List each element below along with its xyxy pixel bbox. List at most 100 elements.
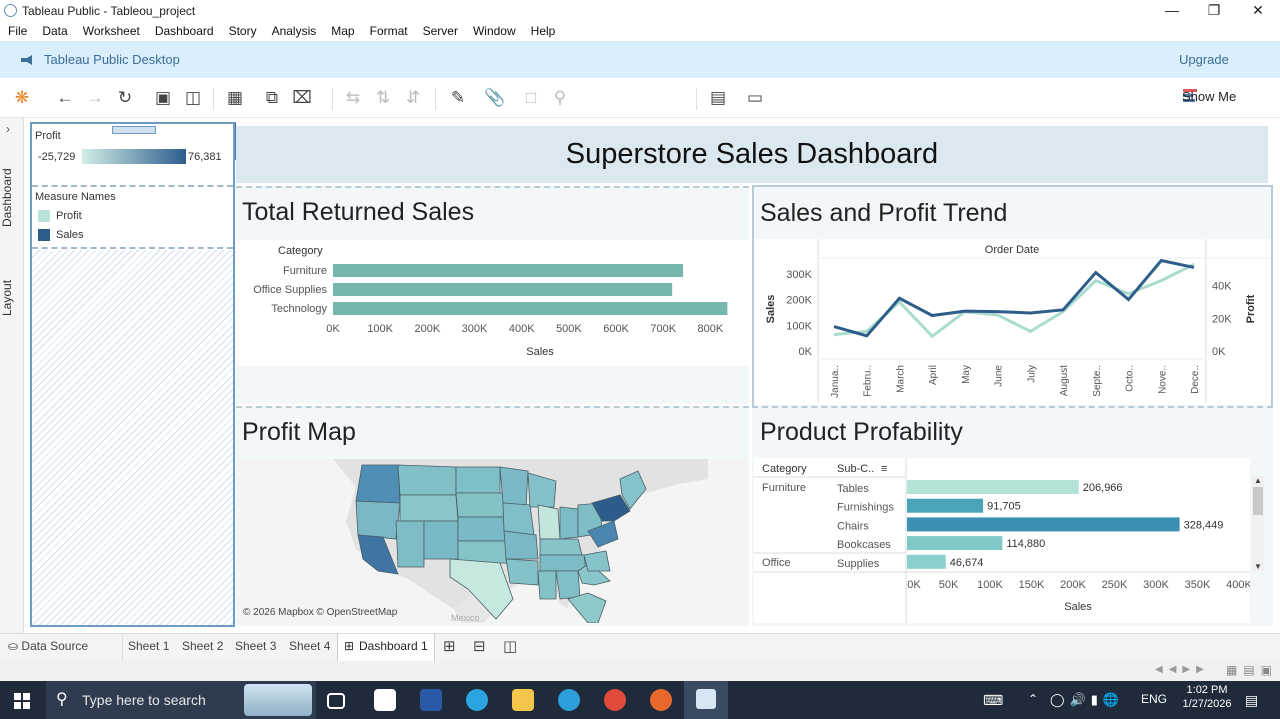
measure-names-title: Measure Names <box>35 191 116 203</box>
menu-data[interactable]: Data <box>42 24 68 38</box>
clear-sheet-icon[interactable]: ⌧ <box>292 88 312 107</box>
group-icon[interactable]: 📎 <box>484 88 506 107</box>
taskbar-search[interactable]: ⚲ Type here to search <box>46 681 316 719</box>
scrollbar[interactable]: ▲ ▼ <box>1252 476 1264 571</box>
profit-series-line <box>833 262 1195 339</box>
language-indicator[interactable]: ENG <box>1141 692 1168 706</box>
telegram-app-icon[interactable] <box>466 689 488 711</box>
x-tick-label: 400K <box>1226 579 1250 591</box>
task-view-icon[interactable] <box>327 693 345 709</box>
new-story-icon[interactable]: ◫ <box>503 638 518 655</box>
new-dashboard-icon[interactable]: ⊟ <box>473 638 486 655</box>
x-tick-label: April <box>928 365 939 385</box>
new-datasource-icon[interactable]: ◫ <box>184 88 202 107</box>
menu-window[interactable]: Window <box>472 24 516 38</box>
menu-file[interactable]: File <box>8 24 28 38</box>
menu-server[interactable]: Server <box>422 24 458 38</box>
chrome-browser-icon[interactable] <box>604 689 626 711</box>
subcategory-label: Chairs <box>837 520 869 532</box>
undo-icon[interactable]: ← <box>56 88 74 107</box>
profit-legend-title: Profit <box>35 130 61 142</box>
y-axis-label: Sales <box>765 295 777 324</box>
product-profit-chart[interactable]: Category Sub-C.. ≡ Furniture Tables 206,966 Fu… <box>754 458 1250 623</box>
view-mode-icons[interactable]: ▦▤▣ <box>1226 663 1279 677</box>
profit-map[interactable]: Mexico © 2026 Mapbox © OpenStreetMap <box>238 459 747 623</box>
category-label: Technology <box>271 303 327 315</box>
expand-panel-icon[interactable]: › <box>6 122 10 136</box>
keyboard-icon[interactable]: ⌨ <box>983 692 1004 708</box>
sort-descending-icon[interactable]: ⇵ <box>405 88 421 107</box>
clock[interactable]: 1:02 PM 1/27/2026 <box>1176 684 1238 710</box>
search-highlight-image <box>244 684 312 716</box>
save-icon[interactable]: ▣ <box>154 88 172 107</box>
subcategory-label: Supplies <box>837 558 880 570</box>
y-tick-label: 100K <box>786 320 812 332</box>
tableau-taskbar-icon <box>696 689 716 709</box>
duplicate-sheet-icon[interactable]: ⧉ <box>265 88 279 107</box>
tableau-taskbar-item[interactable] <box>684 681 728 719</box>
menu-story[interactable]: Story <box>228 24 257 38</box>
menu-map[interactable]: Map <box>331 24 355 38</box>
replay-icon[interactable]: ↻ <box>117 88 133 107</box>
sort-ascending-icon[interactable]: ⇅ <box>375 88 391 107</box>
upgrade-link[interactable]: Upgrade <box>1179 52 1229 67</box>
show-hidden-icons[interactable]: ⌃ <box>1028 692 1039 706</box>
new-worksheet-icon[interactable]: ▦ <box>226 88 244 107</box>
sheet-tab-2[interactable]: Sheet 2 <box>182 639 224 653</box>
category-label: Furniture <box>283 265 327 277</box>
system-tray-icons[interactable]: ◯🔊▮🌐 <box>1050 692 1125 707</box>
data-label: 46,674 <box>950 557 984 569</box>
tableau-logo-icon[interactable]: ❋ <box>14 88 30 107</box>
bar <box>333 264 684 277</box>
menu-worksheet[interactable]: Worksheet <box>82 24 140 38</box>
sheet-tabs-bar: ⛀ Data Source Sheet 1 Sheet 2 Sheet 3 Sh… <box>0 633 1280 662</box>
map-label-mexico: Mexico <box>451 613 480 623</box>
menu-dashboard[interactable]: Dashboard <box>154 24 214 38</box>
notifications-icon[interactable]: ▤ <box>1245 692 1259 708</box>
firefox-browser-icon[interactable] <box>650 689 672 711</box>
new-sheet-icon[interactable]: ⊞ <box>443 638 456 655</box>
presentation-mode-icon[interactable]: ▭ <box>746 88 764 107</box>
sheet-tab-1[interactable]: Sheet 1 <box>128 639 170 653</box>
swap-icon[interactable]: ⇆ <box>345 88 361 107</box>
tab-dashboard[interactable]: Dashboard <box>0 168 14 228</box>
drag-handle[interactable] <box>112 126 156 134</box>
returned-sales-chart[interactable]: Category Furniture Office Supplies Technolo… <box>236 240 749 366</box>
y2-tick-label: 40K <box>1212 281 1232 293</box>
sheet-tab-3[interactable]: Sheet 3 <box>235 639 277 653</box>
subcategory-label: Tables <box>837 483 869 495</box>
trend-chart[interactable]: Order Date Sales Profit 0K 100K 200K 300K 0K 20K… <box>754 239 1271 405</box>
file-explorer-icon[interactable] <box>512 689 534 711</box>
show-me-button[interactable]: Show Me <box>1182 89 1237 104</box>
tab-layout[interactable]: Layout <box>0 279 14 317</box>
search-icon: ⚲ <box>56 691 68 708</box>
restore-button[interactable]: ❐ <box>1207 2 1221 18</box>
menu-format[interactable]: Format <box>369 24 408 38</box>
menu-help[interactable]: Help <box>530 24 556 38</box>
minimize-button[interactable]: — <box>1165 2 1179 18</box>
show-cards-icon[interactable]: ▤ <box>709 88 727 107</box>
bar <box>907 480 1079 494</box>
dashboard-1-tab[interactable]: ⊞ Dashboard 1 <box>337 634 435 661</box>
redo-icon[interactable]: → <box>86 88 104 107</box>
highlight-icon[interactable]: ✎ <box>450 88 466 107</box>
x-tick-label: 800K <box>698 323 724 335</box>
windows-start-icon[interactable] <box>14 693 30 709</box>
sheet-navigation-icons[interactable]: ◀◀▶▶ <box>1155 664 1210 675</box>
x-tick-label: 500K <box>556 323 582 335</box>
close-window-button[interactable]: ✕ <box>1252 2 1264 18</box>
pin-icon[interactable]: ⚲ <box>553 88 567 107</box>
labels-icon[interactable]: □ <box>525 88 537 107</box>
legend-item-profit[interactable]: Profit <box>56 210 82 222</box>
x-tick-label: 0K <box>326 323 340 335</box>
edge-browser-icon[interactable] <box>558 689 580 711</box>
notepad-app-icon[interactable] <box>374 689 396 711</box>
dashboard-title: Superstore Sales Dashboard <box>565 138 939 170</box>
x-tick-label: Dece.. <box>1190 365 1201 394</box>
sheet-tab-4[interactable]: Sheet 4 <box>289 639 331 653</box>
data-source-tab[interactable]: ⛀ Data Source <box>8 639 89 653</box>
menu-analysis[interactable]: Analysis <box>271 24 317 38</box>
legend-item-sales[interactable]: Sales <box>56 229 84 241</box>
visual-studio-app-icon[interactable] <box>420 689 442 711</box>
tableau-app-icon <box>4 4 17 17</box>
